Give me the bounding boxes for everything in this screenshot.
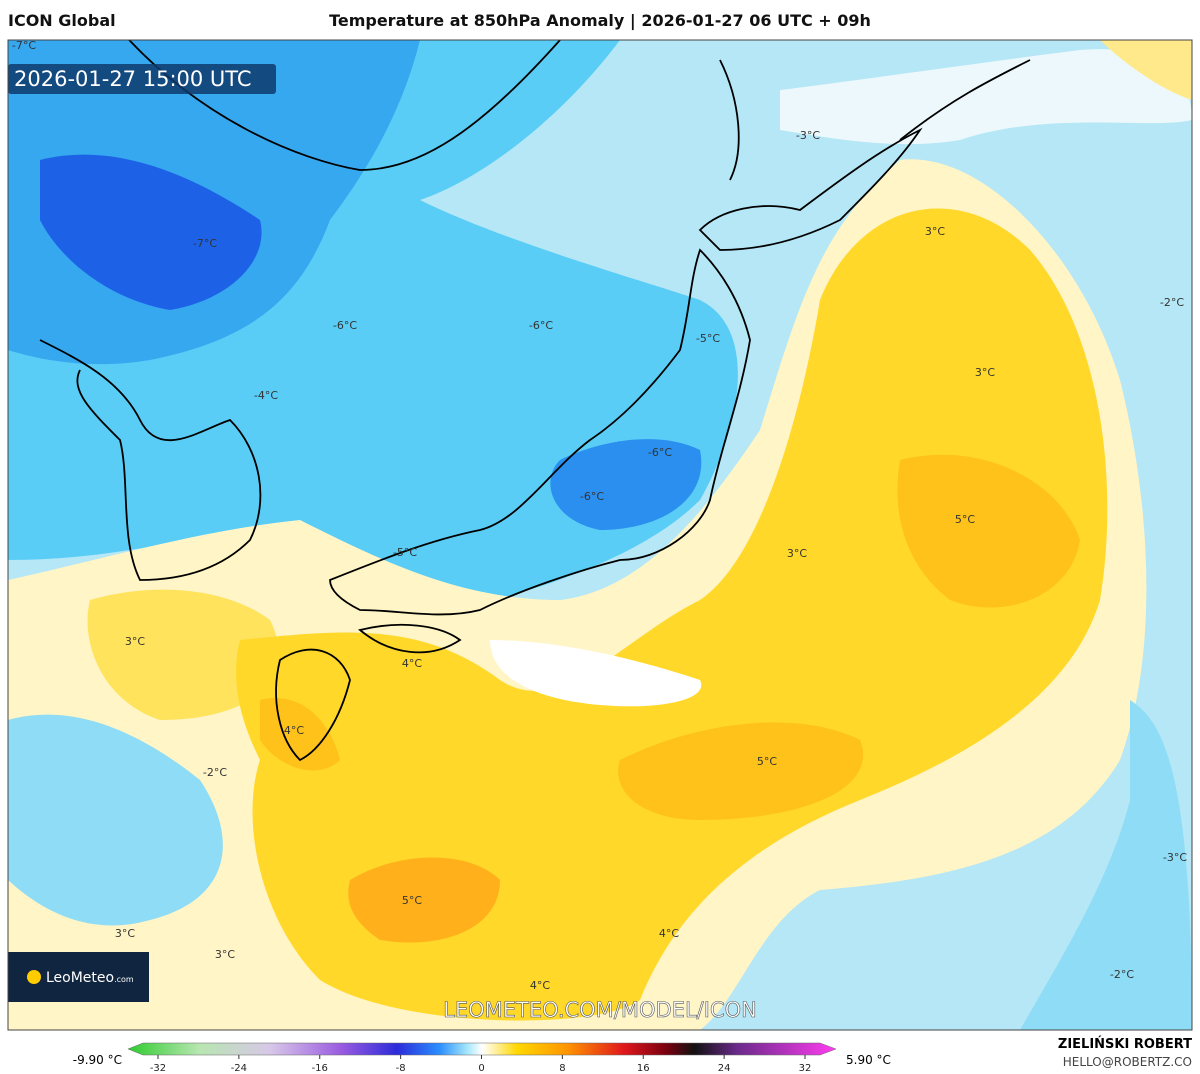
warmer-region [260,698,340,771]
contour-label: 4°C [659,927,679,940]
contour-label: 3°C [215,948,235,961]
contour-label: 5°C [757,755,777,768]
logo-sun [27,970,41,984]
contour-label: -6°C [648,446,672,459]
timestamp-box [8,64,276,94]
contour-label: 3°C [975,366,995,379]
contour-label: -2°C [203,766,227,779]
email: HELLO@ROBERTZ.CO [1063,1055,1192,1069]
tick-label: 16 [637,1063,650,1074]
coastline [275,648,351,762]
warm-corner [1100,40,1192,100]
colorbar-min: -9.90 °C [73,1053,122,1067]
contour-label: -7°C [12,39,36,52]
logo: LeoMeteo.com [46,970,134,986]
warmer-region [897,454,1080,608]
coldest-region [40,154,262,310]
watermark: LEOMETEO.COM/MODEL/ICON [443,998,757,1022]
coastline [128,40,561,171]
contour-label: 3°C [925,225,945,238]
contour-label: 5°C [955,513,975,526]
tick-label: -16 [312,1063,328,1074]
cool-region [8,714,223,926]
contour-label: -2°C [1160,296,1184,309]
colorbar-ticks: -32 -24 -16 -8 0 8 16 24 32 [150,1055,812,1074]
logo-text: LeoMeteo [46,970,114,986]
contour-label: 5°C [402,894,422,907]
warmer-region [618,722,864,820]
timestamp: 2026-01-27 15:00 UTC [14,67,252,91]
warm-region [236,208,1108,1021]
author: ZIELIŃSKI ROBERT [1058,1036,1192,1052]
contour-label: -5°C [393,546,417,559]
coastline [39,339,262,581]
contour-label: -2°C [1110,968,1134,981]
contour-label: 3°C [115,927,135,940]
tick-label: 8 [559,1063,565,1074]
contour-label: 4°C [530,979,550,992]
contour-label: 3°C [787,547,807,560]
tick-label: 0 [478,1063,484,1074]
contour-label: -6°C [333,319,357,332]
contour-label: 4°C [402,657,422,670]
coastline [329,248,751,616]
tick-label: -8 [396,1063,406,1074]
model-name: ICON Global [8,11,116,30]
coastlines [39,40,1031,762]
contour-label: -7°C [193,237,217,250]
coastline [698,127,923,251]
coastline [719,59,1031,181]
tick-label: -32 [150,1063,166,1074]
contour-labels: -7°C -3°C -7°C 3°C -2°C -6°C -6°C -5°C 3°C -4°C -6… [12,39,1187,992]
contour-label: -5°C [696,332,720,345]
tick-label: -24 [231,1063,247,1074]
neutral-region [490,640,702,707]
contour-label: 4°C [284,724,304,737]
warm-region [87,589,279,720]
neutral-region [780,49,1192,145]
cool-region [1020,700,1192,1030]
contour-label: -4°C [254,389,278,402]
colorbar-max: 5.90 °C [846,1053,891,1067]
contour-label: -3°C [1163,851,1187,864]
tick-label: 24 [718,1063,731,1074]
logo-suffix: .com [114,975,134,984]
map: 2026-01-27 15:00 UTC -7°C -3°C -7°C 3°C -2°C… [8,39,1192,1030]
coastline [358,623,462,654]
contour-label: -6°C [529,319,553,332]
map-title: Temperature at 850hPa Anomaly | 2026-01-… [329,11,871,31]
colorbar [127,1042,837,1056]
warmer-region [348,857,500,943]
contour-label: 3°C [125,635,145,648]
tick-label: 32 [799,1063,812,1074]
cold-pocket [550,439,702,530]
map-frame [7,39,1193,1031]
contour-label: -3°C [796,129,820,142]
contour-label: -6°C [580,490,604,503]
